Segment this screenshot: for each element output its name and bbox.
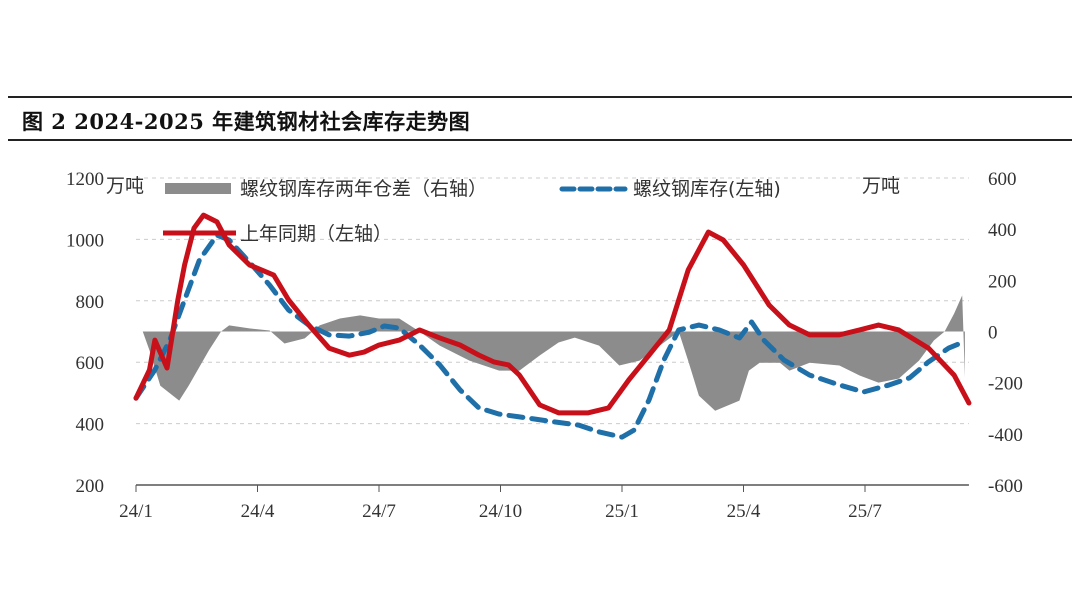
last-year-line <box>133 212 972 416</box>
left-tick-label: 800 <box>76 292 105 313</box>
figure-title: 图 2 2024-2025 年建筑钢材社会库存走势图 <box>22 109 471 134</box>
axes: 200 400 600 800 1000 1200 -600 -400 -200 0 200 400 6… <box>66 169 1023 522</box>
left-tick-label: 1000 <box>66 230 104 251</box>
x-tick-label: 25/7 <box>848 501 882 522</box>
gridlines <box>136 177 969 425</box>
right-unit-label: 万吨 <box>862 175 900 197</box>
right-tick-label: 400 <box>988 220 1017 241</box>
legend-label-last-year: 上年同期（左轴） <box>240 223 392 245</box>
right-tick-label: 200 <box>988 271 1017 292</box>
legend: 螺纹钢库存两年仓差（右轴） 螺纹钢库存(左轴) 上年同期（左轴） 万吨 万吨 <box>106 175 900 245</box>
right-tick-label: -400 <box>988 425 1023 446</box>
area-layer <box>142 295 965 411</box>
left-tick-label: 600 <box>76 353 105 374</box>
lines-layer <box>133 212 972 440</box>
x-tick-label: 24/7 <box>362 501 396 522</box>
x-tick-label: 24/1 <box>119 501 153 522</box>
legend-label-gap-area: 螺纹钢库存两年仓差（右轴） <box>240 178 487 200</box>
left-unit-label: 万吨 <box>106 175 144 197</box>
title-underline <box>8 139 1072 141</box>
x-tick-label: 24/4 <box>241 501 275 522</box>
gap-area <box>142 295 965 411</box>
left-tick-label: 200 <box>76 476 105 497</box>
legend-label-inventory: 螺纹钢库存(左轴) <box>633 178 781 200</box>
top-rule <box>8 96 1072 98</box>
x-tick-label: 25/4 <box>727 501 761 522</box>
right-tick-label: -200 <box>988 374 1023 395</box>
x-tick-label: 25/1 <box>605 501 639 522</box>
left-tick-label: 400 <box>76 415 105 436</box>
right-tick-label: 600 <box>988 169 1017 190</box>
x-tick-label: 24/10 <box>479 501 522 522</box>
legend-swatch-gap-area <box>165 183 231 194</box>
left-tick-label: 1200 <box>66 169 104 190</box>
right-tick-label: 0 <box>988 323 998 344</box>
right-tick-label: -600 <box>988 476 1023 497</box>
